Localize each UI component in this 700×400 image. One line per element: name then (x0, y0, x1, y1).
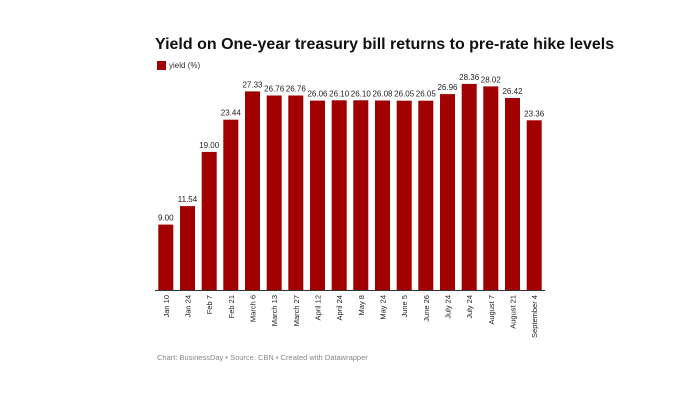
bar (266, 95, 282, 290)
bar (158, 224, 174, 290)
data-label: 26.10 (351, 89, 372, 98)
data-label: 26.76 (264, 85, 285, 94)
bar (483, 86, 499, 291)
bar (418, 100, 434, 290)
chart-footer: Chart: BusinessDay • Source: CBN • Creat… (157, 353, 368, 362)
x-tick-label: March 13 (270, 295, 279, 326)
x-tick-label: August 7 (487, 295, 496, 325)
legend: yield (%) (157, 61, 200, 70)
x-tick-label: March 27 (292, 295, 301, 326)
bar (505, 98, 520, 290)
data-label: 28.36 (459, 73, 480, 82)
data-label: 26.06 (307, 90, 328, 99)
data-label: 28.02 (481, 75, 502, 84)
bar (288, 95, 304, 290)
x-tick-label: Feb 7 (205, 295, 214, 314)
data-label: 26.76 (286, 85, 307, 94)
data-label: 26.05 (416, 90, 437, 99)
bar (245, 91, 260, 291)
x-tick-label: June 5 (400, 295, 409, 318)
data-label: 26.05 (394, 90, 415, 99)
legend-label: yield (%) (169, 61, 201, 70)
x-tick-label: July 24 (465, 295, 474, 319)
x-tick-label: March 6 (249, 295, 258, 322)
x-tick-label: July 24 (444, 295, 453, 319)
bar (223, 119, 239, 290)
bar (353, 100, 369, 290)
bar (375, 100, 390, 290)
data-label: 9.00 (158, 214, 174, 223)
data-label: 23.44 (221, 109, 242, 118)
bar (526, 120, 542, 290)
data-label: 19.00 (199, 141, 220, 150)
x-tick-label: Jan 24 (184, 295, 193, 318)
data-label: 11.54 (178, 195, 198, 204)
x-tick-label: June 26 (422, 295, 431, 322)
x-tick-label: Jan 10 (162, 295, 171, 318)
bar (440, 94, 455, 290)
data-label: 26.42 (502, 87, 523, 96)
legend-swatch (157, 61, 166, 70)
bar (310, 100, 325, 290)
bar (201, 151, 217, 290)
data-label: 26.08 (372, 90, 393, 99)
bar (461, 83, 477, 291)
x-tick-label: September 4 (530, 295, 539, 338)
x-tick-label: August 21 (509, 295, 518, 329)
x-tick-label: April 12 (314, 295, 323, 320)
data-label: 23.36 (524, 109, 545, 118)
x-tick-label: April 24 (335, 295, 344, 320)
data-label: 26.96 (437, 83, 458, 92)
data-label: 27.33 (242, 80, 263, 89)
x-tick-label: May 8 (357, 295, 366, 315)
x-tick-label: Feb 21 (227, 295, 236, 318)
bar (331, 100, 347, 290)
bar (180, 206, 195, 290)
data-label: 26.10 (329, 89, 350, 98)
chart-title: Yield on One-year treasury bill returns … (155, 36, 615, 53)
x-tick-label: May 24 (379, 295, 388, 320)
bar (396, 100, 412, 290)
